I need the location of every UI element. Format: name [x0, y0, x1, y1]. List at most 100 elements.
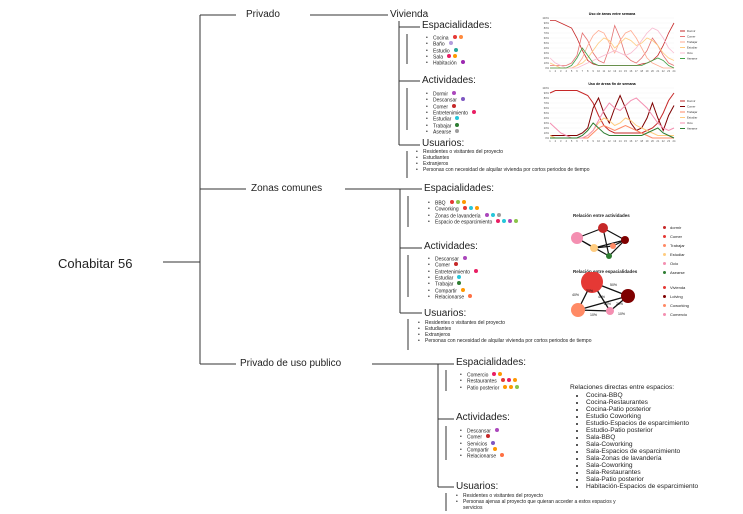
network1-node-ocio: [571, 232, 583, 244]
legend-label: Comer: [687, 105, 695, 109]
list-item: Comer: [428, 262, 480, 269]
legend-item: Comer: [663, 232, 685, 241]
chart-weekday: Uso de áreas entre semana0%10%20%30%40%5…: [542, 12, 697, 73]
network2-edge-label: 40%: [598, 295, 605, 299]
zonas-actividades-list: DescansarComerEntretenimientoEstudiarTra…: [428, 256, 480, 300]
legend-label: Trabajar: [687, 110, 697, 114]
color-dot: [491, 440, 496, 445]
color-dot: [458, 35, 463, 39]
list-item: Descansar: [428, 256, 480, 262]
color-dots: [452, 35, 465, 41]
y-tick-label: 10%: [544, 61, 550, 65]
legend-label: Asearse: [687, 127, 698, 131]
x-tick-label: 8: [587, 69, 589, 73]
root-node: Cohabitar 56: [58, 256, 133, 271]
branch-privado: Privado: [246, 9, 280, 20]
color-dot: [468, 293, 473, 298]
list-item: Estudiar: [426, 116, 478, 123]
relation-item: Sala-Coworking: [586, 441, 743, 448]
x-tick-label: 1: [549, 139, 551, 143]
legend-label: Ocio: [670, 261, 679, 266]
list-item: Entretenimiento: [426, 109, 478, 116]
color-dot: [449, 200, 454, 204]
x-tick-label: 24: [673, 69, 676, 73]
list-item-label: Asearse: [433, 129, 452, 136]
color-dots: [452, 103, 458, 110]
legend-label: Coworking: [670, 303, 689, 308]
legend-swatch: [663, 262, 666, 265]
list-item-label: Baño: [433, 41, 445, 48]
color-dot: [496, 212, 501, 217]
color-dots: [460, 287, 467, 294]
color-dots: [492, 446, 499, 453]
x-tick-label: 5: [571, 139, 573, 143]
legend-label: Ocio: [687, 121, 693, 125]
x-tick-label: 1: [549, 69, 551, 73]
list-item-label: Coworking: [435, 206, 459, 213]
legend-label: Estudiar: [687, 116, 697, 120]
list-item: Extranjeros: [416, 161, 616, 167]
list-item: Habitación: [426, 60, 467, 67]
color-dots: [447, 53, 459, 60]
x-tick-label: 9: [592, 139, 594, 143]
x-tick-label: 3: [560, 139, 562, 143]
color-dot: [484, 212, 489, 217]
y-tick-label: 100%: [542, 16, 549, 20]
color-dot: [455, 200, 460, 204]
network2-edge-label: 40%: [572, 293, 579, 297]
network-activities: [571, 223, 629, 259]
relations-list: Cocina-BBQCocina-RestaurantesCocina-Pati…: [576, 392, 743, 490]
list-item-label: Trabajar: [433, 122, 452, 129]
x-tick-label: 17: [635, 69, 638, 73]
legend-label: Trabajar: [670, 243, 685, 248]
list-item-label: Descansar: [433, 97, 457, 104]
x-tick-label: 22: [662, 139, 665, 143]
x-tick-label: 13: [613, 69, 616, 73]
color-dot: [490, 212, 495, 217]
color-dots: [472, 109, 478, 116]
color-dot: [453, 47, 458, 52]
list-item-label: Espacio de esparcimiento: [435, 219, 493, 226]
x-tick-label: 6: [576, 69, 578, 73]
x-tick-label: 13: [613, 139, 616, 143]
legend-item: Vivienda: [663, 283, 689, 292]
list-item-label: Comer: [467, 434, 483, 441]
chart-title: Uso de áreas fin de semana: [588, 82, 636, 86]
series-line-asearse: [550, 47, 675, 69]
list-item: Descansar: [460, 428, 506, 434]
color-dot: [509, 384, 514, 389]
legend-item: Estudiar: [663, 250, 685, 259]
list-item: Residentes o visitantes del proyecto: [456, 493, 626, 499]
list-item: Personas con necesidad de alquilar vivie…: [416, 167, 616, 173]
network2-edge-label: 30%: [586, 289, 593, 293]
network2-title: Relación entre espacialidades: [573, 269, 638, 274]
legend-item: Coworking: [663, 301, 689, 310]
relation-item: Sala-Espacios de esparcimiento: [586, 448, 743, 455]
list-item-label: Zonas de lavandería: [435, 212, 481, 219]
y-tick-label: 0%: [545, 136, 549, 140]
x-tick-label: 3: [560, 69, 562, 73]
x-tick-label: 6: [576, 139, 578, 143]
color-dot: [452, 35, 457, 39]
legend-label: dormir: [670, 225, 682, 230]
color-dot: [448, 41, 453, 46]
x-tick-label: 16: [629, 69, 632, 73]
x-tick-label: 14: [619, 139, 622, 143]
x-tick-label: 19: [646, 139, 649, 143]
color-dot: [454, 262, 459, 267]
color-dot: [447, 53, 452, 58]
chart-title: Uso de áreas entre semana: [589, 12, 637, 16]
color-dot: [492, 372, 497, 376]
list-item: Restaurantes: [460, 378, 521, 385]
color-dot: [500, 378, 505, 383]
legend-swatch: [663, 313, 666, 316]
x-tick-label: 19: [646, 69, 649, 73]
color-dots: [492, 372, 504, 378]
color-dots: [455, 116, 461, 122]
list-item: Entretenimiento: [428, 268, 480, 275]
x-tick-label: 17: [635, 139, 638, 143]
list-item-label: Comer: [433, 103, 449, 110]
color-dot: [460, 97, 465, 102]
color-dots: [468, 293, 474, 300]
relation-item: Sala-Coworking: [586, 462, 743, 469]
